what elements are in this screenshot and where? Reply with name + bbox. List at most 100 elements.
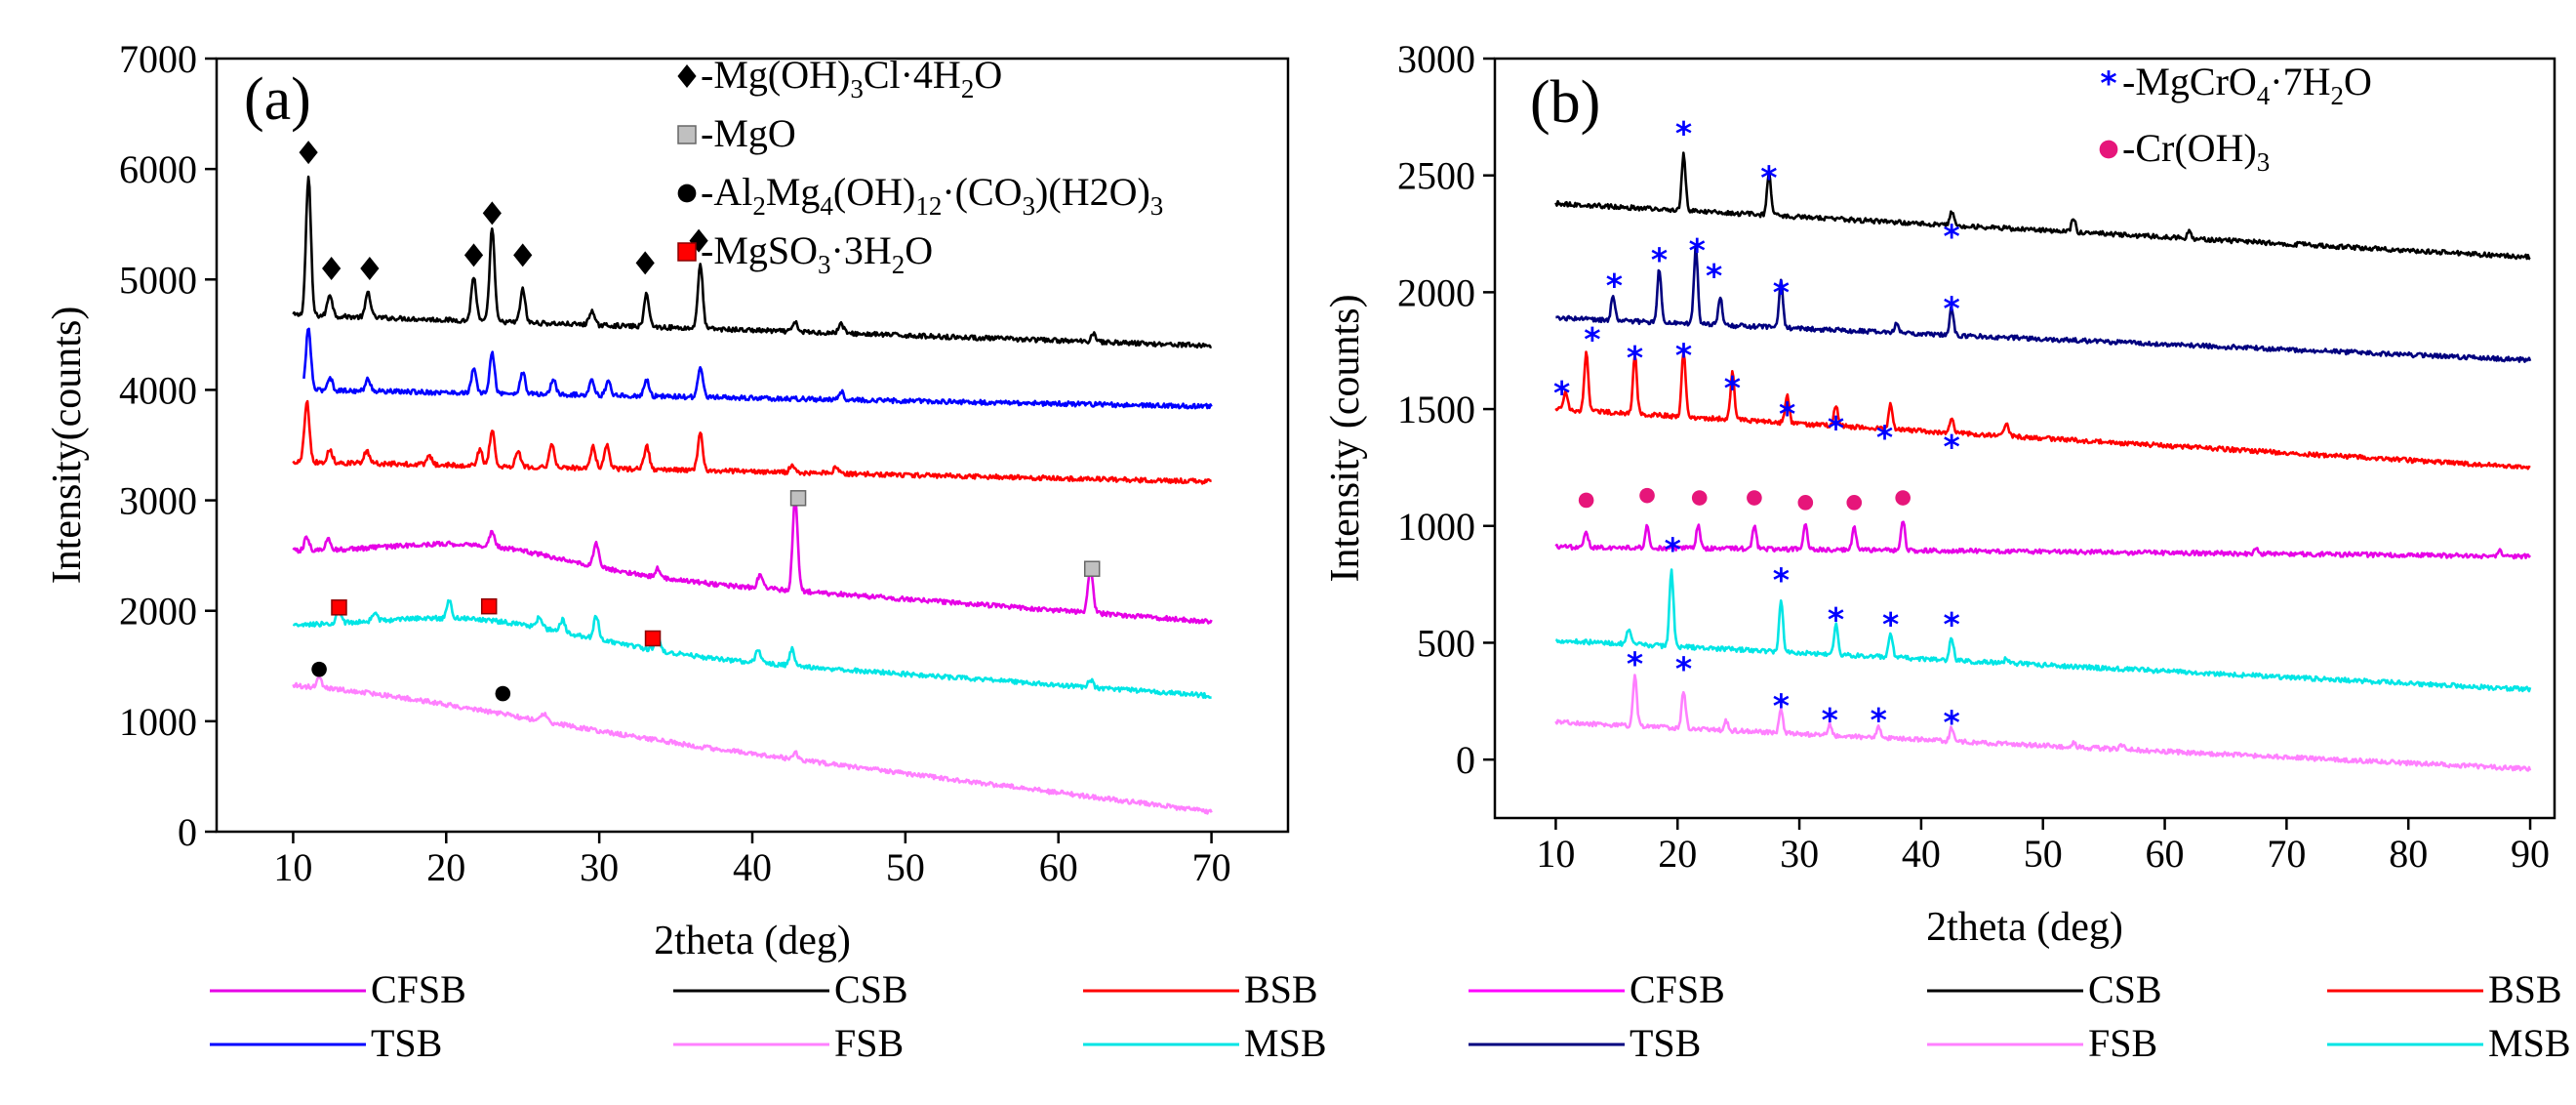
phase-marker-circle [1895,490,1911,506]
phase-marker-star: * [1773,273,1790,311]
formula-text: )(H2O) [1035,170,1150,214]
phase-marker-star: * [1675,114,1692,152]
series-line-cfsb [1554,520,2532,560]
formula-text: -MgSO [701,228,818,272]
phase-marker-square [480,597,498,615]
x-tick-label: 40 [1902,832,1941,876]
phase-legend-diamond-icon [677,64,697,88]
subscript: 3 [850,74,864,103]
legend-label-msb: MSB [2488,1021,2571,1065]
phase-marker-square [644,630,662,647]
formula-text: ·7H [2270,60,2330,103]
legend-label-csb: CSB [2088,967,2162,1011]
x-tick-label: 60 [2146,832,2185,876]
phase-marker-circle [1797,495,1814,511]
subscript: 4 [820,191,833,221]
legend-label-tsb: TSB [1630,1021,1701,1065]
formula-text: ·(CO [942,170,1022,214]
x-tick-label: 50 [886,845,925,889]
y-tick-label: 1500 [1397,388,1475,431]
plot-frame [1493,57,2556,820]
phase-legend-label: -Mg(OH)3​Cl·4H2​O [701,53,1002,103]
x-tick-label: 70 [2267,832,2306,876]
series-line-csb [1554,151,2531,261]
phase-marker-circle [1691,490,1708,506]
y-tick-label: 3000 [119,479,197,523]
panel-label: (b) [1530,69,1600,136]
legend-label-bsb: BSB [2488,967,2562,1011]
phase-marker-star: * [1627,339,1643,377]
series-line-bsb [1554,350,2531,471]
x-tick-label: 50 [2024,832,2063,876]
subscript: 12 [915,191,942,221]
y-tick-label: 2500 [1397,154,1475,198]
phase-legend-label: -Al2​Mg4​(OH)12​·(CO3​)(H2O)3​ [701,170,1163,221]
phase-marker-star: * [1943,605,1959,643]
chart-panel-a: 10 20 30 40 50 60 70 0 1000 2000 3000 4000 5000 6000 7… [45,37,1290,963]
phase-legend-circle-icon [677,184,697,203]
legend-label-csb: CSB [834,967,908,1011]
phase-marker-diamond [463,243,484,267]
phase-marker-circle [311,661,327,677]
series-line-bsb [292,399,1212,485]
subscript: 4 [2257,81,2271,110]
x-tick-label: 90 [2511,832,2550,876]
subscript: 3 [1150,191,1164,221]
phase-marker-star: * [1943,217,1959,255]
phase-marker-star: * [1627,645,1643,683]
subscript: 3 [818,250,831,279]
y-tick-label: 6000 [119,147,197,191]
phase-marker-circle [495,685,511,702]
x-tick-label: 80 [2389,832,2428,876]
y-tick-label: 0 [1456,738,1475,782]
formula-text: -MgO [701,111,796,155]
phase-marker-diamond [360,256,380,280]
phase-marker-square [331,599,347,616]
formula-text: Cl·4H [864,53,961,97]
phase-marker-star: * [1773,687,1790,725]
panel-label: (a) [244,66,311,133]
legend-label-msb: MSB [1244,1021,1327,1065]
legend-label-cfsb: CFSB [371,967,466,1011]
phase-legend-star-icon: * [2100,64,2116,102]
y-axis-label: Intensity (counts) [1323,294,1368,582]
y-tick-label: 1000 [119,700,197,744]
formula-text: -MgCrO [2122,60,2257,103]
phase-legend-square-icon [677,125,697,144]
phase-marker-star: * [1553,374,1570,412]
phase-marker-star: * [1882,605,1899,643]
y-tick-label: 2000 [119,590,197,634]
phase-marker-star: * [1871,701,1887,739]
phase-legend-circle-icon [2099,140,2118,159]
formula-text: (OH) [833,170,915,214]
y-tick-label: 4000 [119,368,197,412]
y-tick-label: 3000 [1397,37,1475,81]
phase-legend-label: -MgO [701,111,796,155]
phase-marker-diamond [299,141,318,165]
legend-label-fsb: FSB [834,1021,904,1065]
y-tick-label: 2000 [1397,270,1475,314]
phase-marker-star: * [1876,418,1893,456]
y-tick-label: 0 [178,810,197,854]
phase-marker-star: * [1943,290,1959,328]
series-legend-a: CFSB CSB BSB TSB FSB MSB [210,967,1327,1065]
series-line-tsb [1555,247,2532,363]
x-tick-label: 30 [580,845,619,889]
phase-marker-star: * [1651,240,1668,278]
x-tick-label: 20 [426,845,465,889]
phase-marker-star: * [1760,159,1777,197]
x-axis-label: 2theta (deg) [654,919,851,963]
phase-marker-star: * [1689,231,1706,269]
formula-text: Mg [766,170,821,214]
phase-marker-diamond [322,256,342,280]
series-legend-b: CFSB CSB BSB TSB FSB MSB [1469,967,2571,1065]
subscript: 3 [1023,191,1036,221]
x-axis-label: 2theta (deg) [1926,905,2123,950]
x-tick-label: 40 [733,845,772,889]
phase-marker-star: * [1584,320,1600,358]
y-tick-label: 500 [1417,621,1475,665]
y-axis-label: Intensity(counts) [45,307,90,585]
phase-marker-circle [1747,490,1762,506]
phase-marker-star: * [1943,428,1959,466]
